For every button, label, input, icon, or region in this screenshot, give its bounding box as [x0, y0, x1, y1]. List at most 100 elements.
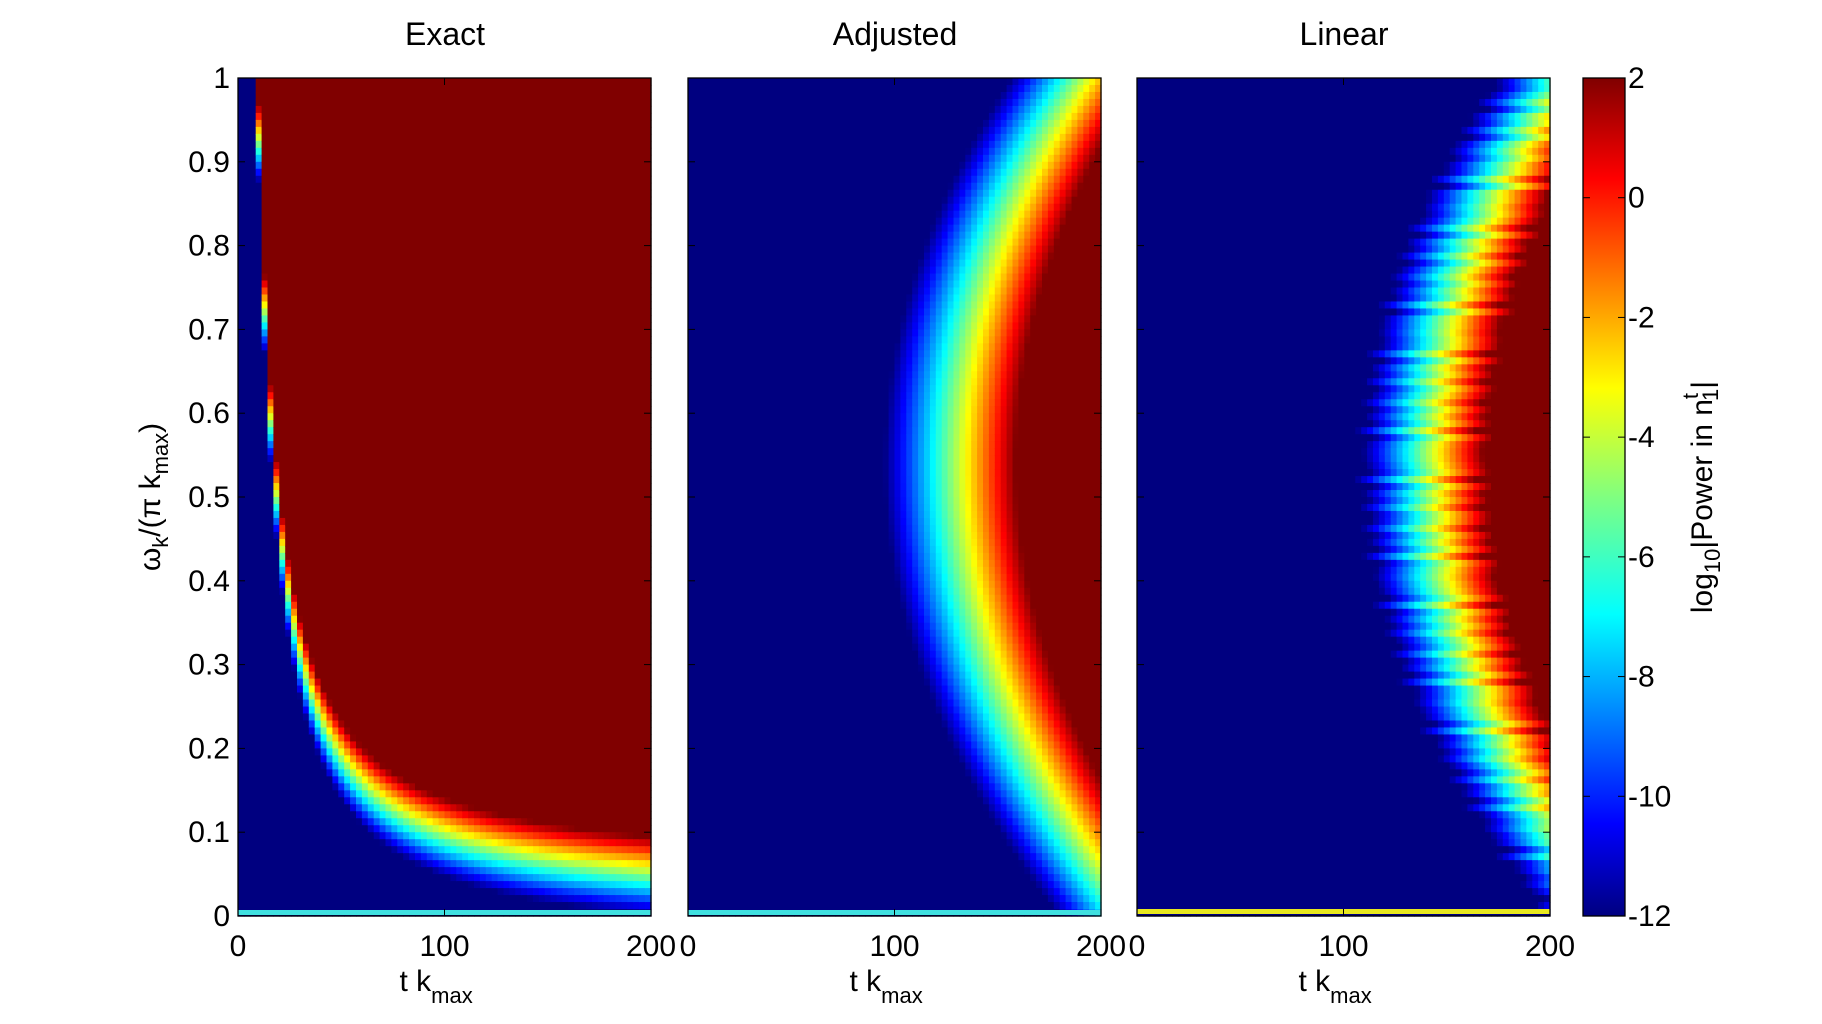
heatmap-cell: [462, 294, 469, 303]
heatmap-cell: [261, 378, 269, 386]
heatmap-cell: [356, 510, 363, 519]
heatmap-cell: [243, 769, 251, 777]
heatmap-cell: [361, 168, 369, 177]
heatmap-cell: [255, 161, 263, 170]
heatmap-cell: [297, 762, 304, 770]
heatmap-cell: [344, 154, 351, 163]
heatmap-cell: [361, 748, 369, 756]
heatmap-cell: [273, 385, 280, 393]
heatmap-cell: [308, 881, 316, 889]
heatmap-cell: [479, 469, 487, 477]
heatmap-cell: [285, 902, 292, 910]
heatmap-cell: [255, 126, 263, 135]
heatmap-cell: [474, 524, 481, 533]
heatmap-cell: [297, 594, 304, 603]
heatmap-cell: [409, 434, 416, 442]
heatmap-cell: [373, 231, 381, 240]
heatmap-cell: [356, 559, 363, 568]
heatmap-cell: [326, 133, 333, 142]
heatmap-cell: [267, 867, 274, 875]
heatmap-cell: [373, 580, 381, 589]
heatmap-cell: [373, 902, 381, 910]
heatmap-cell: [415, 769, 422, 777]
heatmap-cell: [432, 769, 440, 777]
heatmap-cell: [350, 294, 357, 303]
heatmap-cell: [373, 608, 381, 617]
heatmap-cell: [438, 490, 446, 498]
heatmap-cell: [273, 392, 280, 400]
heatmap-cell: [338, 78, 345, 86]
heatmap-cell: [302, 385, 310, 393]
heatmap-cell: [255, 769, 263, 777]
heatmap-cell: [444, 734, 451, 743]
heatmap-cell: [302, 692, 310, 701]
heatmap-cell: [444, 497, 451, 505]
heatmap-cell: [479, 350, 487, 358]
heatmap-cell: [320, 811, 328, 819]
heatmap-cell: [344, 503, 351, 512]
heatmap-cell: [332, 797, 339, 805]
heatmap-cell: [361, 469, 369, 477]
heatmap-cell: [403, 217, 410, 226]
heatmap-cell: [474, 210, 481, 219]
heatmap-cell: [385, 497, 392, 505]
heatmap-cell: [332, 573, 339, 582]
heatmap-cell: [332, 280, 339, 289]
heatmap-cell: [450, 392, 457, 400]
heatmap-cell: [426, 168, 434, 177]
heatmap-cell: [279, 895, 286, 903]
heatmap-cell: [308, 259, 316, 268]
heatmap-cell: [338, 699, 345, 708]
heatmap-cell: [243, 189, 251, 198]
heatmap-cell: [255, 462, 263, 470]
heatmap-cell: [249, 490, 257, 498]
heatmap-cell: [438, 671, 446, 680]
heatmap-cell: [308, 664, 316, 673]
heatmap-cell: [238, 692, 245, 701]
heatmap-cell: [267, 573, 274, 582]
heatmap-cell: [344, 755, 351, 763]
heatmap-cell: [432, 545, 440, 554]
heatmap-cell: [356, 678, 363, 687]
heatmap-cell: [373, 874, 381, 882]
heatmap-cell: [356, 608, 363, 617]
heatmap-cell: [267, 559, 274, 568]
heatmap-cell: [261, 301, 269, 310]
heatmap-cell: [308, 874, 316, 882]
heatmap-cell: [332, 238, 339, 247]
heatmap-cell: [397, 538, 404, 547]
heatmap-cell: [273, 839, 280, 847]
heatmap-cell: [444, 126, 451, 135]
heatmap-cell: [255, 811, 263, 819]
heatmap-cell: [361, 91, 369, 100]
heatmap-cell: [391, 357, 398, 365]
heatmap-cell: [273, 84, 280, 93]
heatmap-cell: [397, 566, 404, 575]
heatmap-cell: [426, 154, 434, 163]
heatmap-cell: [367, 175, 375, 184]
heatmap-cell: [479, 441, 487, 449]
heatmap-cell: [397, 531, 404, 540]
heatmap-cell: [332, 427, 339, 435]
heatmap-cell: [279, 385, 286, 393]
heatmap-cell: [267, 98, 274, 107]
heatmap-cell: [361, 860, 369, 868]
heatmap-cell: [243, 308, 251, 317]
heatmap-cell: [415, 378, 422, 386]
heatmap-cell: [291, 112, 298, 121]
heatmap-cell: [297, 217, 304, 226]
heatmap-cell: [273, 629, 280, 638]
heatmap-cell: [326, 322, 333, 330]
heatmap-cell: [391, 385, 398, 393]
heatmap-cell: [279, 657, 286, 666]
heatmap-cell: [409, 217, 416, 226]
heatmap-cell: [350, 98, 357, 107]
heatmap-cell: [397, 664, 404, 673]
heatmap-cell: [450, 769, 457, 777]
heatmap-cell: [415, 224, 422, 233]
heatmap-cell: [243, 888, 251, 896]
heatmap-cell: [409, 175, 416, 184]
heatmap-cell: [420, 336, 428, 344]
heatmap-cell: [255, 734, 263, 743]
heatmap-cell: [438, 867, 446, 875]
